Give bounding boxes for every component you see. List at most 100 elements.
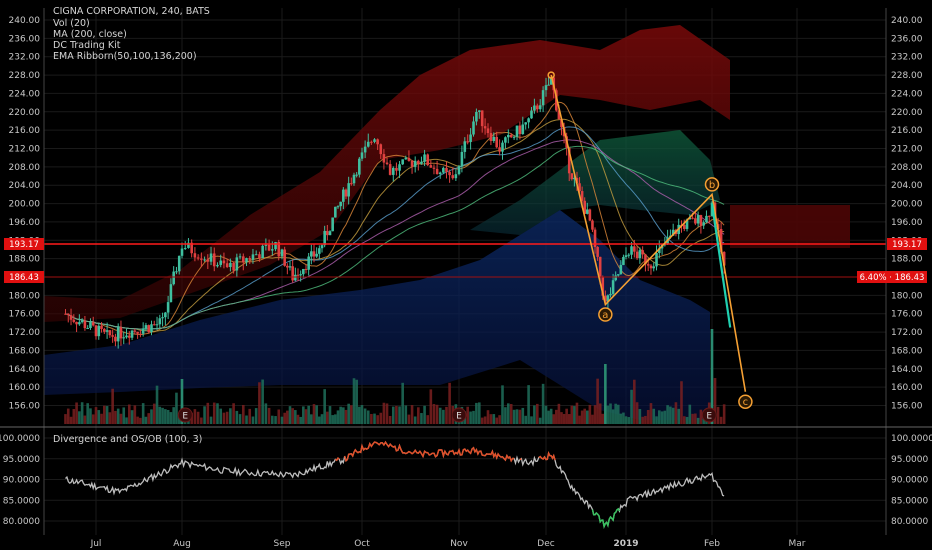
- resistance-price-tag-left: 193.17: [4, 238, 44, 250]
- candle-body: [652, 266, 656, 269]
- volume-bar: [133, 405, 137, 424]
- volume-bar: [475, 402, 478, 424]
- price-tick-label: 188.00: [891, 255, 923, 265]
- volume-bar: [127, 404, 131, 424]
- volume-bar: [302, 406, 305, 424]
- candle-body: [196, 257, 200, 259]
- price-tick-label: 160.00: [9, 383, 41, 393]
- candle-body: [225, 263, 229, 268]
- candle-body: [429, 165, 433, 168]
- candle-body: [294, 274, 297, 281]
- candle-body: [169, 284, 173, 303]
- volume-bar: [420, 413, 423, 424]
- elliott-wave-line: [550, 74, 747, 392]
- oscillator-overbought-segment: [519, 457, 522, 461]
- candle-body: [251, 254, 255, 260]
- candle-body: [114, 336, 117, 342]
- price-tick-label: 196.00: [891, 218, 923, 228]
- candle-body: [638, 250, 642, 259]
- time-tick-label: Dec: [537, 539, 554, 549]
- candle-body: [267, 244, 271, 251]
- candle-body: [119, 327, 123, 339]
- candle-body: [222, 260, 226, 264]
- price-tick-label: 232.00: [9, 53, 41, 63]
- oscillator-tick-label: 85.0000: [3, 496, 40, 506]
- volume-bar: [448, 382, 451, 424]
- candle-body: [245, 258, 248, 263]
- volume-bar: [410, 405, 414, 424]
- volume-bar: [299, 416, 302, 424]
- volume-bar: [533, 405, 536, 424]
- volume-bar: [78, 411, 81, 424]
- volume-bar: [606, 405, 610, 424]
- candle-body: [363, 146, 367, 153]
- candle-body: [83, 320, 87, 329]
- volume-bar: [304, 409, 308, 424]
- volume-bar: [72, 409, 76, 424]
- volume-bar: [691, 413, 694, 424]
- candle-body: [190, 242, 193, 254]
- candle-body: [312, 251, 316, 257]
- volume-bar: [385, 403, 389, 424]
- candle-body: [216, 264, 219, 267]
- candle-body: [152, 324, 156, 326]
- volume-bar: [172, 407, 175, 424]
- svg-text:186.43: 186.43: [9, 273, 39, 283]
- volume-bar: [573, 406, 576, 424]
- volume-bar: [258, 382, 261, 424]
- candle-body: [544, 85, 548, 91]
- candle-body: [334, 206, 337, 218]
- volume-bar: [666, 405, 669, 424]
- volume-bar: [251, 416, 255, 424]
- candle-body: [103, 328, 106, 332]
- volume-bar: [641, 416, 644, 424]
- candle-body: [350, 183, 353, 185]
- volume-bar: [307, 405, 310, 424]
- candle-body: [663, 244, 667, 246]
- volume-bar: [627, 417, 631, 424]
- volume-bar: [616, 404, 620, 424]
- svg-text:193.17: 193.17: [892, 240, 922, 250]
- volume-bar: [241, 404, 245, 424]
- candle-body: [699, 215, 703, 226]
- candle-body: [685, 219, 689, 229]
- volume-bar: [432, 404, 436, 424]
- volume-bar: [407, 414, 411, 424]
- oscillator-overbought-segment: [343, 440, 515, 463]
- volume-bar: [111, 388, 114, 424]
- candle-body: [331, 217, 334, 232]
- candle-body: [347, 183, 350, 197]
- candle-body: [395, 167, 398, 171]
- time-tick-label: Feb: [704, 539, 720, 549]
- candle-body: [627, 254, 631, 256]
- price-tick-label: 220.00: [891, 108, 923, 118]
- candle-body: [326, 230, 329, 236]
- legend-item-ema: EMA Ribborn(50,100,136,200): [53, 51, 197, 62]
- price-tick-label: 180.00: [891, 291, 923, 301]
- candle-body: [388, 164, 392, 175]
- wave-label-marker: [738, 394, 753, 409]
- oscillator-tick-label: 80.0000: [891, 517, 928, 527]
- projection-line: [710, 203, 732, 328]
- volume-bar: [310, 414, 313, 424]
- candle-body: [373, 139, 376, 142]
- candle-body: [212, 253, 216, 267]
- candle-body: [622, 256, 625, 265]
- candle-body: [521, 124, 525, 135]
- candle-body: [64, 313, 67, 315]
- candle-body: [342, 189, 345, 202]
- volume-bar: [646, 410, 650, 424]
- candle-body: [420, 161, 423, 164]
- wave-label-text: b: [709, 180, 715, 191]
- volume-bar: [509, 404, 513, 424]
- candle-body: [232, 262, 235, 271]
- oscillator-tick-label: 80.0000: [3, 517, 40, 527]
- candle-body: [180, 248, 184, 256]
- candle-body: [141, 328, 145, 334]
- volume-bar: [649, 403, 653, 424]
- candle-body: [91, 322, 95, 326]
- candle-body: [475, 111, 478, 122]
- legend-item-dc: DC Trading Kit: [53, 40, 121, 51]
- volume-bar: [267, 407, 271, 424]
